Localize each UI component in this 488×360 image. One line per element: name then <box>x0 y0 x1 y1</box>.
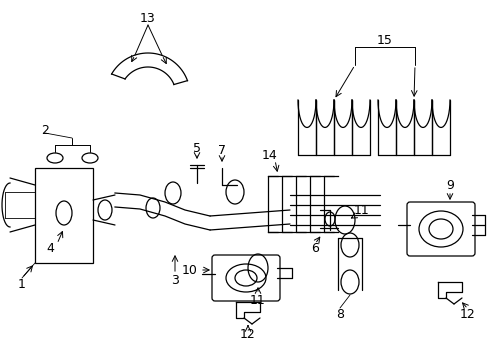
Text: 4: 4 <box>46 242 54 255</box>
Text: 12: 12 <box>240 328 255 342</box>
Text: 9: 9 <box>445 179 453 192</box>
Text: 13: 13 <box>140 12 156 24</box>
Text: 6: 6 <box>310 242 318 255</box>
Text: 8: 8 <box>335 309 343 321</box>
Text: 11: 11 <box>250 293 265 306</box>
Text: 10: 10 <box>182 264 198 276</box>
Text: 11: 11 <box>353 203 369 216</box>
Text: 5: 5 <box>193 141 201 154</box>
Text: 12: 12 <box>459 309 475 321</box>
Text: 15: 15 <box>376 33 392 46</box>
Text: 14: 14 <box>262 149 277 162</box>
Bar <box>35 168 93 263</box>
Text: 3: 3 <box>171 274 179 287</box>
Text: 2: 2 <box>41 123 49 136</box>
Text: 7: 7 <box>218 144 225 157</box>
Text: 1: 1 <box>18 279 26 292</box>
